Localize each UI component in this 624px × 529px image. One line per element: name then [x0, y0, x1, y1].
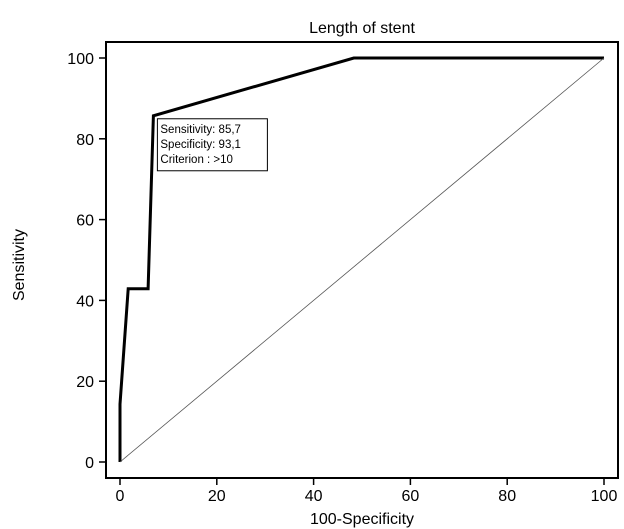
y-tick-label: 100	[67, 51, 94, 68]
x-tick-label: 60	[402, 488, 420, 505]
y-tick-label: 80	[76, 132, 94, 149]
annotation-text: Criterion : >10	[160, 154, 233, 166]
y-tick-label: 40	[76, 293, 94, 310]
y-tick-label: 60	[76, 213, 94, 230]
y-tick-label: 0	[85, 455, 94, 472]
x-tick-label: 0	[116, 488, 125, 505]
reference-line	[119, 57, 605, 463]
roc-curve-line	[118, 56, 604, 462]
annotation-box	[156, 118, 268, 172]
x-tick-label: 40	[305, 488, 323, 505]
chart-title: Length of stent	[309, 20, 415, 37]
plot-area: 0 20 40 60 80 100 0 20 40 60 80 100 Sensitivity: 85,…	[67, 41, 619, 505]
y-axis-label: Sensitivity	[11, 229, 28, 301]
y-tick-label: 20	[76, 374, 94, 391]
plot-frame	[105, 41, 619, 479]
annotation-text: Specificity: 93,1	[160, 139, 241, 151]
x-tick-label: 100	[591, 488, 618, 505]
x-tick-label: 20	[208, 488, 226, 505]
x-tick-label: 80	[498, 488, 516, 505]
x-axis-label: 100-Specificity	[310, 511, 414, 528]
annotation-text: Sensitivity: 85,7	[160, 124, 241, 136]
